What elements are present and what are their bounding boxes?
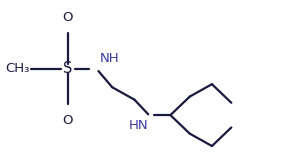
Text: HN: HN bbox=[129, 119, 148, 132]
Text: S: S bbox=[63, 61, 73, 76]
Text: O: O bbox=[63, 11, 73, 24]
Text: O: O bbox=[63, 114, 73, 127]
Text: NH: NH bbox=[100, 52, 120, 65]
Text: CH₃: CH₃ bbox=[5, 62, 29, 75]
